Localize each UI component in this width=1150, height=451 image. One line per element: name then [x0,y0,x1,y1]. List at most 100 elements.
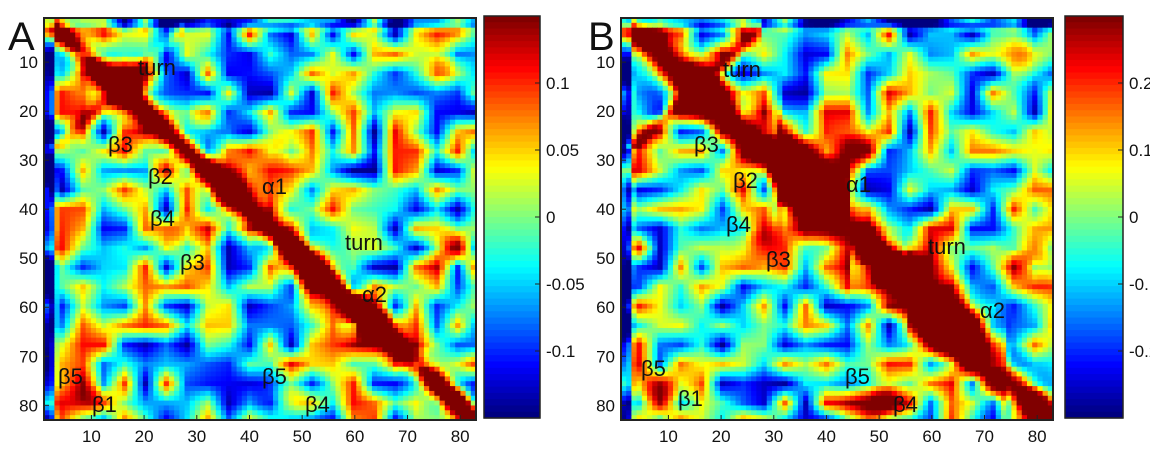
heatmap-cell [340,95,347,101]
heatmap-cell [54,105,61,111]
heatmap-cell [137,129,144,135]
heatmap-cell [319,216,326,223]
heatmap-cell [278,221,285,227]
heatmap-cell [377,158,383,164]
heatmap-cell [361,32,368,38]
heatmap-cell [64,294,71,300]
heatmap-cell [59,134,66,140]
heatmap-cell [189,192,196,198]
heatmap-cell [75,27,82,34]
heatmap-cell [418,22,425,29]
heatmap-cell [179,71,186,77]
heatmap-cell [434,85,441,92]
heatmap-cell [194,197,201,203]
heatmap-cell [340,158,347,164]
heatmap-cell [449,235,456,242]
heatmap-cell [455,18,461,24]
heatmap-cell [75,206,82,213]
heatmap-cell [418,279,425,285]
heatmap-cell [392,226,399,232]
heatmap-cell [273,90,279,97]
heatmap-cell [137,110,144,116]
heatmap-cell [90,90,97,97]
heatmap-cell [361,294,368,300]
heatmap-cell [44,235,50,242]
heatmap-cell [397,158,404,164]
heatmap-cell [413,197,420,203]
heatmap-cell [293,192,300,198]
heatmap-cell [397,250,404,256]
heatmap-cell [335,114,342,121]
heatmap-cell [267,274,274,281]
heatmap-cell [267,143,274,150]
heatmap-cell [49,177,55,184]
heatmap-cell [304,27,311,34]
heatmap-cell [330,235,337,242]
heatmap-cell [335,158,342,164]
heatmap-cell [231,303,238,310]
heatmap-cell [403,231,409,237]
heatmap-cell [449,284,456,290]
heatmap-cell [132,148,139,155]
heatmap-cell [142,279,149,285]
heatmap-cell [429,134,435,140]
heatmap-cell [241,61,248,68]
heatmap-cell [434,51,441,58]
heatmap-cell [137,260,144,266]
heatmap-cell [226,56,232,63]
heatmap-cell [377,284,383,290]
heatmap-cell [356,303,363,310]
heatmap-cell [231,279,238,285]
heatmap-cell [283,148,290,155]
heatmap-cell [127,119,134,126]
heatmap-cell [153,221,160,227]
heatmap-cell [278,250,285,256]
heatmap-cell [127,187,134,193]
heatmap-cell [397,56,404,63]
heatmap-cell [325,211,331,218]
heatmap-cell [319,269,326,276]
heatmap-cell [403,182,409,189]
heatmap-cell [122,148,128,155]
heatmap-cell [299,182,305,189]
heatmap-cell [252,163,258,169]
heatmap-cell [345,61,352,68]
heatmap-cell [210,231,217,237]
heatmap-cell [283,226,290,232]
heatmap-cell [64,76,71,82]
heatmap-cell [304,139,311,145]
heatmap-cell [252,27,258,34]
heatmap-cell [460,231,467,237]
heatmap-cell [304,284,311,290]
heatmap-cell [116,177,123,184]
heatmap-cell [200,182,206,189]
heatmap-cell [304,298,311,305]
heatmap-cell [59,298,66,305]
heatmap-cell [246,27,253,34]
heatmap-cell [267,265,274,271]
heatmap-cell [122,47,128,53]
heatmap-cell [200,90,206,97]
heatmap-cell [75,95,82,101]
heatmap-cell [377,221,383,227]
heatmap-cell [70,134,76,140]
heatmap-cell [340,143,347,150]
heatmap-cell [273,265,279,271]
heatmap-cell [226,192,232,198]
heatmap-cell [403,148,409,155]
heatmap-cell [418,85,425,92]
heatmap-cell [101,274,108,281]
heatmap-cell [309,42,316,48]
heatmap-cell [153,47,160,53]
heatmap-cell [382,168,389,174]
heatmap-cell [168,163,175,169]
heatmap-cell [392,298,399,305]
heatmap-cell [257,51,264,58]
heatmap-cell [116,187,123,193]
heatmap-cell [278,71,285,77]
heatmap-cell [465,37,472,43]
heatmap-cell [351,158,357,164]
heatmap-cell [236,32,243,38]
heatmap-cell [449,148,456,155]
heatmap-cell [85,139,92,145]
